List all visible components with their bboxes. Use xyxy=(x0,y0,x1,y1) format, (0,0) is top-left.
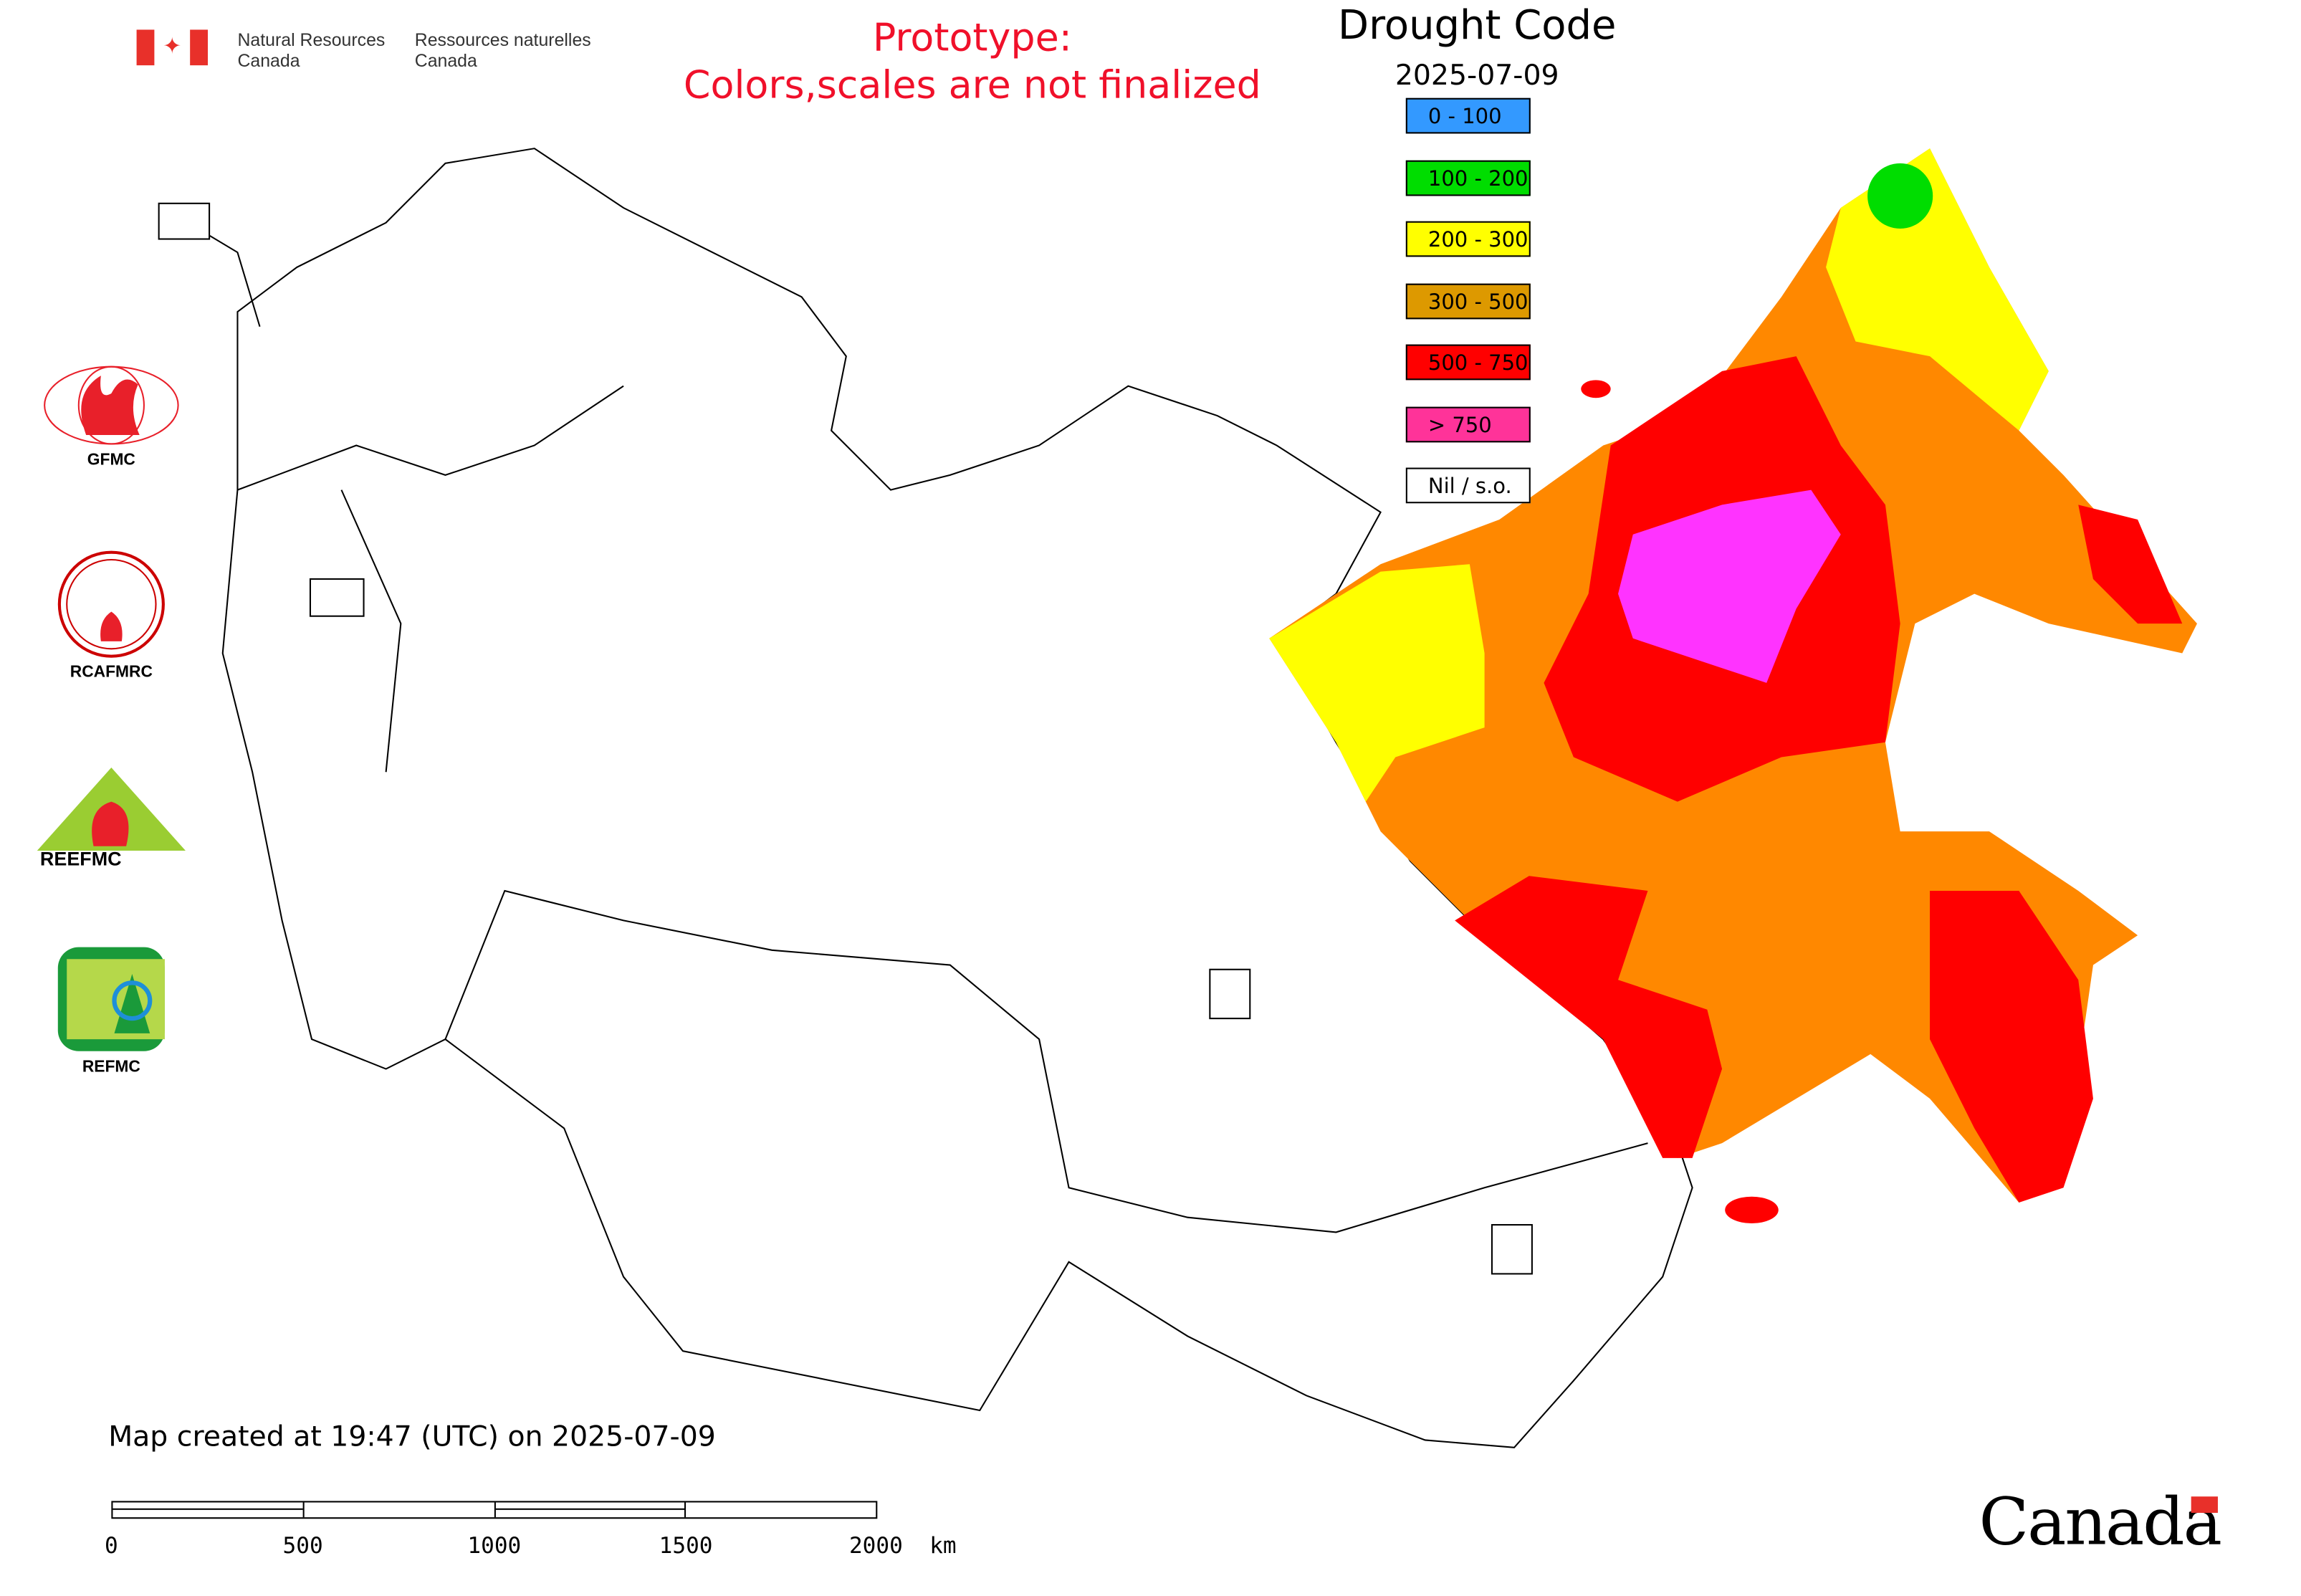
department-fr: Ressources naturelles Canada xyxy=(414,29,591,72)
scale-tick-1000: 1000 xyxy=(467,1532,522,1559)
legend-item-500-750: 500 - 750 xyxy=(1405,344,1531,381)
refmc-logo: REFMC xyxy=(29,945,193,1076)
canada-flag-icon: ✦ xyxy=(136,29,209,66)
canada-wordmark: Canada xyxy=(1979,1484,2221,1561)
nrcan-signature: ✦ Natural Resources Canada Ressources nat… xyxy=(136,29,591,72)
map-logo-markers xyxy=(158,202,1533,1275)
refmc-emblem-icon xyxy=(57,947,165,1051)
legend-item-100-200: 100 - 200 xyxy=(1405,160,1531,196)
prototype-notice: Prototype: Colors,scales are not finalize… xyxy=(683,16,1261,109)
zone-above-750 xyxy=(1618,489,1841,683)
scale-tick-2000: 2000 km xyxy=(848,1532,957,1559)
zone-500-750-south xyxy=(1455,876,1723,1158)
scale-tick-500: 500 xyxy=(282,1532,323,1559)
rcafmrc-logo: RCAFMRC xyxy=(29,549,193,682)
rcafmrc-marker xyxy=(1491,1224,1533,1275)
gfmc-emblem-icon xyxy=(44,365,179,445)
scale-bar xyxy=(111,1501,878,1519)
legend-title: Drought Code xyxy=(1338,3,1617,49)
rcafmrc-emblem-icon xyxy=(57,550,165,658)
legend-item-0-100: 0 - 100 xyxy=(1405,97,1531,134)
legend-date: 2025-07-09 xyxy=(1395,59,1559,92)
legend-item-over-750: > 750 xyxy=(1405,406,1531,443)
zone-500-750-southeast xyxy=(1930,890,2093,1203)
scale-tick-0: 0 xyxy=(105,1532,118,1559)
scale-tick-1500: 1500 xyxy=(659,1532,713,1559)
zone-100-200 xyxy=(1867,163,1933,229)
gfmc-logo: GFMC xyxy=(29,364,193,469)
canada-flag-icon xyxy=(2191,1496,2218,1513)
reefmc-marker xyxy=(309,578,365,617)
svg-text:REEFMC: REEFMC xyxy=(40,849,122,869)
drought-code-raster xyxy=(1269,148,2197,1223)
map-created-timestamp: Map created at 19:47 (UTC) on 2025-07-09 xyxy=(108,1420,716,1454)
zone-200-300-west xyxy=(1269,564,1485,802)
zone-500-750-kamchatka xyxy=(2078,505,2183,624)
legend-item-nil: Nil / s.o. xyxy=(1405,467,1531,504)
reefmc-logo: REEFMC xyxy=(29,765,193,873)
refmc-marker xyxy=(1209,968,1251,1020)
country-outline xyxy=(163,148,1693,1448)
legend-item-200-300: 200 - 300 xyxy=(1405,221,1531,257)
reefmc-emblem-icon: REEFMC xyxy=(37,768,186,870)
gfmc-marker xyxy=(158,202,211,240)
legend-item-300-500: 300 - 500 xyxy=(1405,283,1531,320)
department-en: Natural Resources Canada xyxy=(237,29,386,72)
